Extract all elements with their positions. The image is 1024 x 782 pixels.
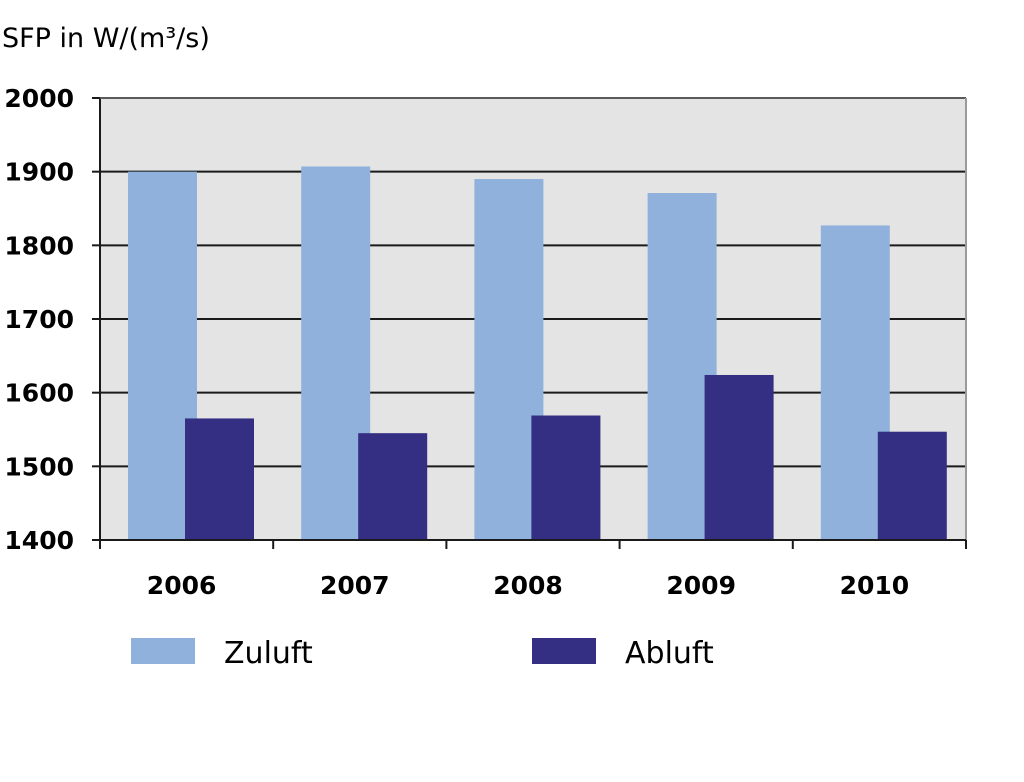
x-tick-label-2009: 2009 <box>666 571 736 600</box>
axes <box>92 97 967 549</box>
x-tick-labels: 2006 2007 2008 2009 2010 <box>147 571 909 600</box>
bar-abluft-2007 <box>358 433 428 540</box>
bar-abluft-2010 <box>877 431 947 540</box>
y-tick-label-1500: 1500 <box>4 452 74 481</box>
x-tick-label-2010: 2010 <box>840 571 910 600</box>
y-axis-label: SFP in W/(m³/s) <box>2 23 210 54</box>
bar-abluft-2008 <box>531 415 601 540</box>
y-tick-label-2000: 2000 <box>4 84 74 113</box>
x-tick-label-2006: 2006 <box>147 571 217 600</box>
bar-abluft-2009 <box>704 374 774 540</box>
legend: Zuluft Abluft <box>131 636 714 671</box>
legend-label-zuluft: Zuluft <box>224 636 313 671</box>
y-tick-labels: 1400 1500 1600 1700 1800 1900 2000 <box>4 84 74 555</box>
y-tick-label-1600: 1600 <box>4 379 74 408</box>
legend-swatch-zuluft <box>131 638 195 664</box>
x-tick-label-2007: 2007 <box>320 571 390 600</box>
y-tick-label-1900: 1900 <box>4 158 74 187</box>
y-tick-label-1700: 1700 <box>4 305 74 334</box>
y-tick-label-1800: 1800 <box>4 231 74 260</box>
x-tick-label-2008: 2008 <box>493 571 563 600</box>
y-tick-label-1400: 1400 <box>4 526 74 555</box>
legend-label-abluft: Abluft <box>625 636 714 671</box>
legend-swatch-abluft <box>532 638 596 664</box>
bars <box>128 166 947 541</box>
bar-abluft-2006 <box>185 418 254 540</box>
